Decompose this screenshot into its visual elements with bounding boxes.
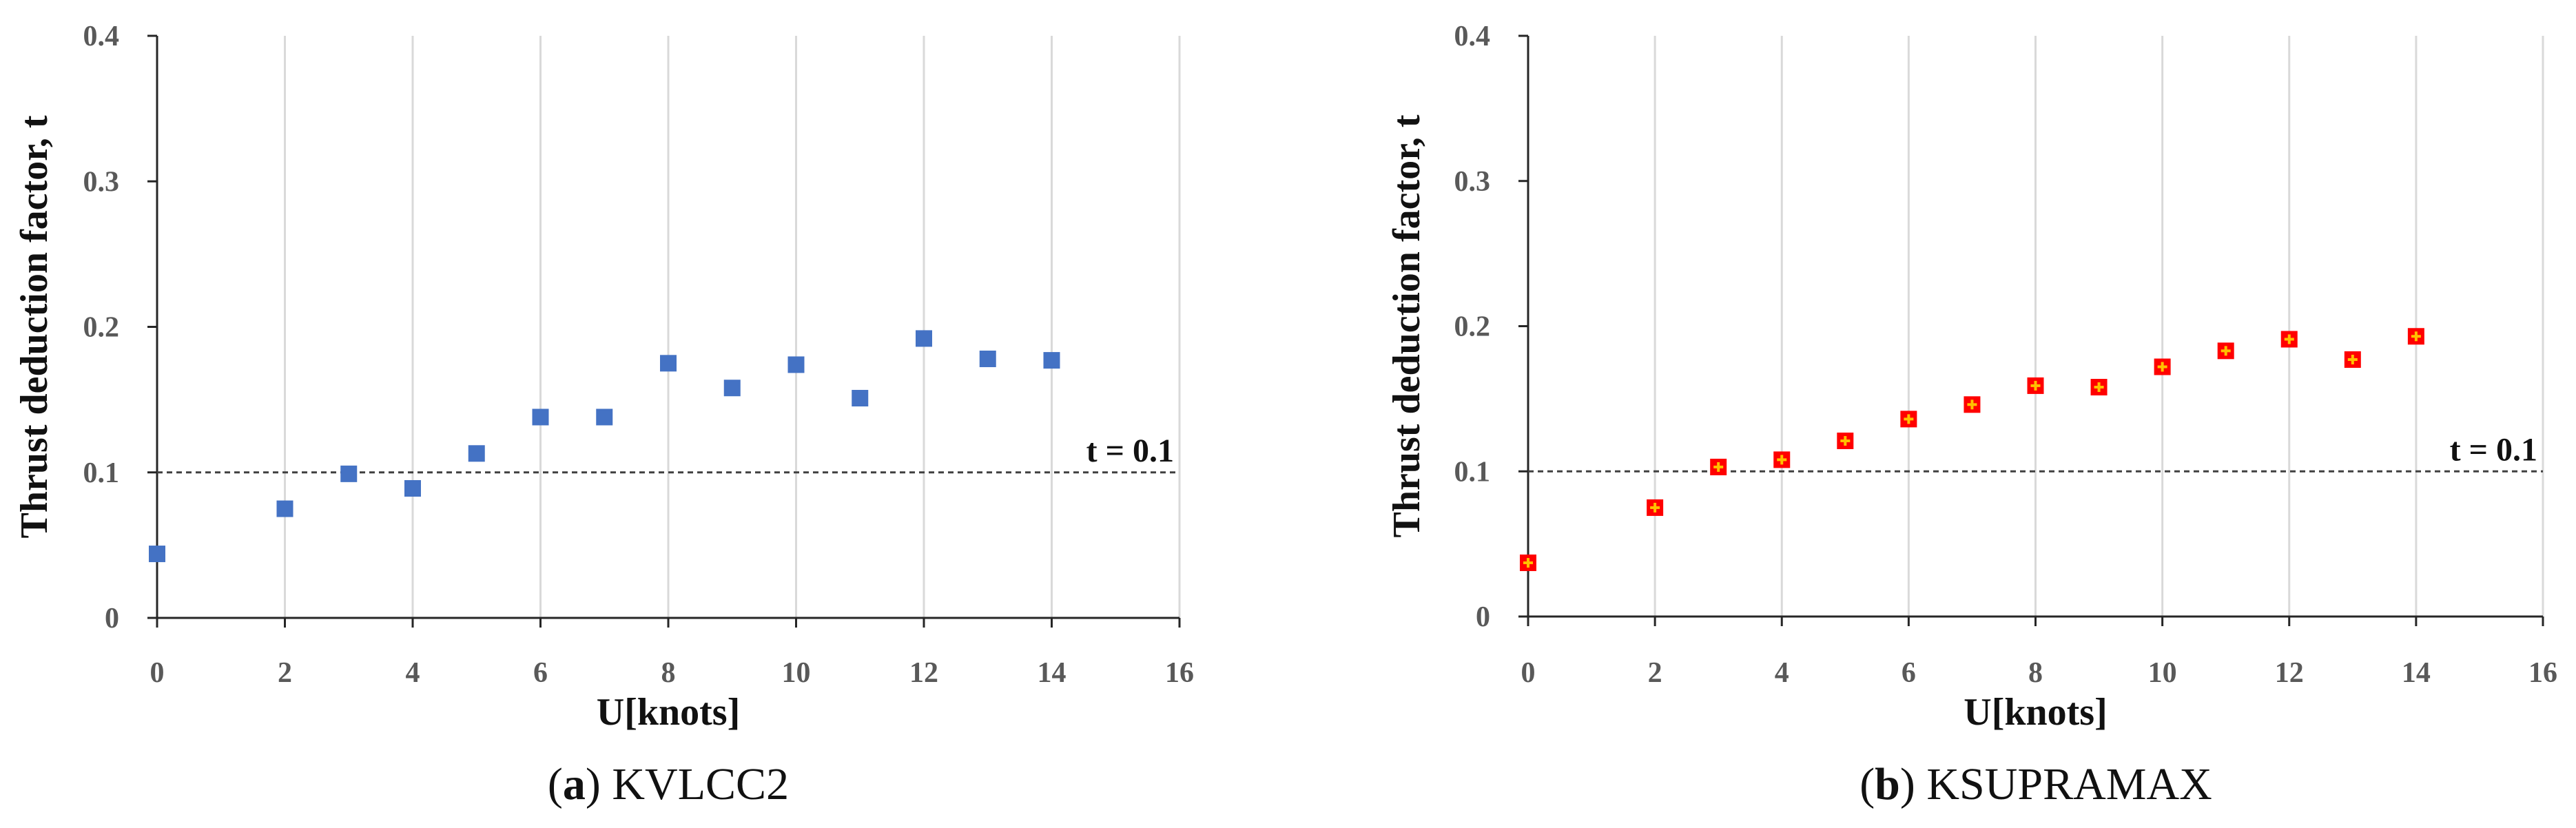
caption-text: KVLCC2 [612,759,789,809]
x-tick-label: 12 [909,657,938,689]
x-tick-label: 14 [2402,657,2431,689]
y-tick-label: 0.2 [83,312,120,344]
x-tick-label: 8 [661,657,676,689]
y-tick-label: 0.2 [1454,311,1491,343]
y-axis-title: Thrust deduction factor, t [13,115,56,538]
data-point [660,355,677,372]
data-point [916,330,932,347]
y-tick-label: 0 [105,603,119,634]
x-tick-label: 8 [2028,657,2043,689]
caption-letter: b [1875,759,1900,809]
x-tick-label: 6 [533,657,548,689]
data-point [340,465,358,482]
data-point [979,350,996,367]
caption-letter: a [563,759,586,809]
data-point [723,380,741,397]
y-tick-label: 0 [1476,601,1490,633]
y-axis-title: Thrust deduction factor, t [1385,114,1428,537]
data-point [787,356,805,373]
x-tick-label: 2 [1648,657,1662,689]
x-tick-label: 14 [1038,657,1067,689]
y-tick-label: 0.1 [1454,456,1491,488]
y-tick-label: 0.3 [83,166,120,198]
x-tick-label: 12 [2275,657,2304,689]
reference-line-label: t = 0.1 [1086,433,1174,469]
x-axis-title: U[knots] [1964,691,2107,734]
x-tick-label: 16 [2528,657,2557,689]
x-tick-label: 10 [782,657,811,689]
chart-panel-kvlcc2: 0 2 4 6 8 10 12 14 16 0 0.1 0.2 0.3 0.4 t = 0.1 U[knots… [13,21,1194,809]
caption-paren-open: ( [548,759,563,809]
x-tick-label: 0 [1521,657,1536,689]
x-tick-label: 16 [1165,657,1194,689]
data-point [468,445,485,462]
caption-paren-close: ) [1900,759,1926,809]
y-tick-label: 0.4 [83,21,120,52]
data-point [404,479,421,497]
y-tick-label: 0.3 [1454,166,1491,198]
y-tick-label: 0.4 [1454,21,1491,52]
panel-caption: (a) KVLCC2 [548,759,789,809]
chart-panel-ksupramax: 0 2 4 6 8 10 12 14 16 0 0.1 0.2 0.3 0.4 t = 0.1 U[knots… [1385,21,2557,809]
x-tick-label: 4 [406,657,420,689]
x-tick-label: 6 [1902,657,1916,689]
data-point [149,546,165,563]
x-tick-label: 10 [2148,657,2177,689]
x-axis-title: U[knots] [597,691,740,734]
data-point [852,390,869,407]
caption-paren-open: ( [1859,759,1875,809]
data-point [1043,352,1060,369]
reference-line-label: t = 0.1 [2450,431,2537,468]
caption-text: KSUPRAMAX [1926,759,2212,809]
data-point [596,408,613,426]
x-tick-label: 2 [278,657,292,689]
panel-caption: (b) KSUPRAMAX [1859,759,2212,809]
data-point [276,500,293,517]
caption-paren-close: ) [586,759,612,809]
x-tick-label: 0 [150,657,165,689]
y-tick-label: 0.1 [83,457,120,489]
data-point [532,408,549,426]
x-tick-label: 4 [1775,657,1789,689]
